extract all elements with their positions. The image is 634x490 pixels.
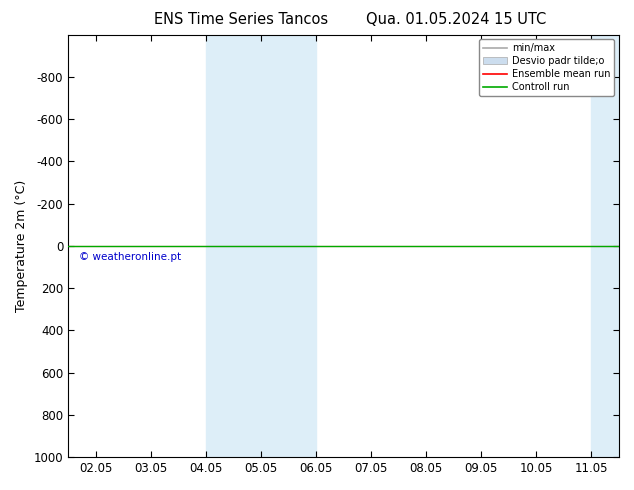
Text: Qua. 01.05.2024 15 UTC: Qua. 01.05.2024 15 UTC bbox=[366, 12, 547, 27]
Y-axis label: Temperature 2m (°C): Temperature 2m (°C) bbox=[15, 180, 28, 312]
Text: ENS Time Series Tancos: ENS Time Series Tancos bbox=[154, 12, 328, 27]
Bar bbox=[592, 35, 634, 457]
Legend: min/max, Desvio padr tilde;o, Ensemble mean run, Controll run: min/max, Desvio padr tilde;o, Ensemble m… bbox=[479, 40, 614, 96]
Text: © weatheronline.pt: © weatheronline.pt bbox=[79, 252, 181, 262]
Bar bbox=[206, 35, 316, 457]
